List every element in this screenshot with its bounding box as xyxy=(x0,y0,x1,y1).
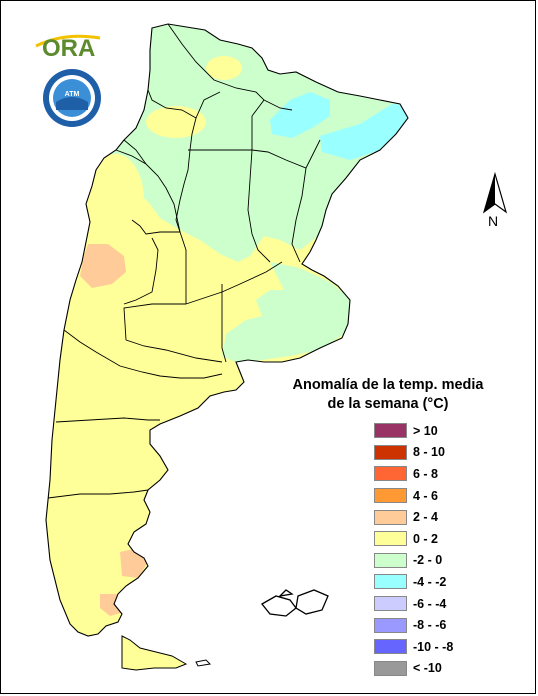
legend-label: -8 - -6 xyxy=(413,618,447,633)
legend-item: -6 - -4 xyxy=(374,593,453,615)
province-boundaries xyxy=(47,23,321,499)
legend-item: -4 - -2 xyxy=(374,571,453,593)
legend-title-line-2: de la semana (°C) xyxy=(327,396,449,412)
legend-swatch xyxy=(374,509,407,525)
mainland-coastline xyxy=(45,23,409,637)
corrientes-cold-patch xyxy=(320,104,408,160)
smn-seal: ATM xyxy=(43,69,101,127)
legend-label: < -10 xyxy=(413,661,442,676)
north-warm-patch xyxy=(146,106,206,138)
legend-label: -2 - 0 xyxy=(413,553,443,568)
legend-swatch xyxy=(374,574,407,590)
malvinas-islands xyxy=(261,589,329,617)
legend-label: -4 - -2 xyxy=(413,574,447,589)
littoral-cool-region xyxy=(222,262,352,364)
legend-item: 4 - 6 xyxy=(374,485,453,507)
legend-swatch xyxy=(374,466,407,482)
tierra-del-fuego xyxy=(121,635,188,671)
legend-label: > 10 xyxy=(413,423,438,438)
legend: > 10 8 - 10 6 - 8 4 - 6 2 - 4 0 - 2 -2 - 0 -4 -… xyxy=(374,420,453,679)
north-label: N xyxy=(488,213,499,229)
legend-item: -10 - -8 xyxy=(374,636,453,658)
legend-item: 8 - 10 xyxy=(374,442,453,464)
svg-text:ATM: ATM xyxy=(65,91,80,98)
legend-label: 2 - 4 xyxy=(413,510,439,525)
legend-swatch xyxy=(374,617,407,633)
legend-item: > 10 xyxy=(374,420,453,442)
legend-label: -6 - -4 xyxy=(413,596,447,611)
legend-swatch xyxy=(374,660,407,676)
legend-swatch xyxy=(374,531,407,547)
ora-logo: ORA xyxy=(35,34,101,60)
north-arrow-icon xyxy=(482,172,508,214)
legend-label: 4 - 6 xyxy=(413,488,439,503)
misiones-cold-patch xyxy=(270,92,330,138)
legend-item: 0 - 2 xyxy=(374,528,453,550)
legend-swatch xyxy=(374,488,407,504)
legend-label: 0 - 2 xyxy=(413,531,439,546)
legend-item: 2 - 4 xyxy=(374,506,453,528)
legend-item: -8 - -6 xyxy=(374,614,453,636)
legend-title: Anomalía de la temp. media de la semana … xyxy=(290,376,486,414)
legend-label: 8 - 10 xyxy=(413,445,445,460)
legend-swatch xyxy=(374,444,407,460)
mendoza-hot-patch xyxy=(80,244,126,288)
northwest-warm-patch xyxy=(206,56,242,80)
legend-swatch xyxy=(374,639,407,655)
legend-title-line-1: Anomalía de la temp. media xyxy=(292,377,484,393)
legend-swatch xyxy=(374,552,407,568)
legend-label: -10 - -8 xyxy=(413,639,454,654)
west-warm-patch xyxy=(88,154,144,246)
legend-item: < -10 xyxy=(374,658,453,680)
legend-item: -2 - 0 xyxy=(374,550,453,572)
legend-item: 6 - 8 xyxy=(374,463,453,485)
small-island xyxy=(195,659,212,667)
legend-swatch xyxy=(374,596,407,612)
legend-label: 6 - 8 xyxy=(413,466,439,481)
svg-text:ORA: ORA xyxy=(42,35,95,60)
legend-swatch xyxy=(374,423,407,439)
